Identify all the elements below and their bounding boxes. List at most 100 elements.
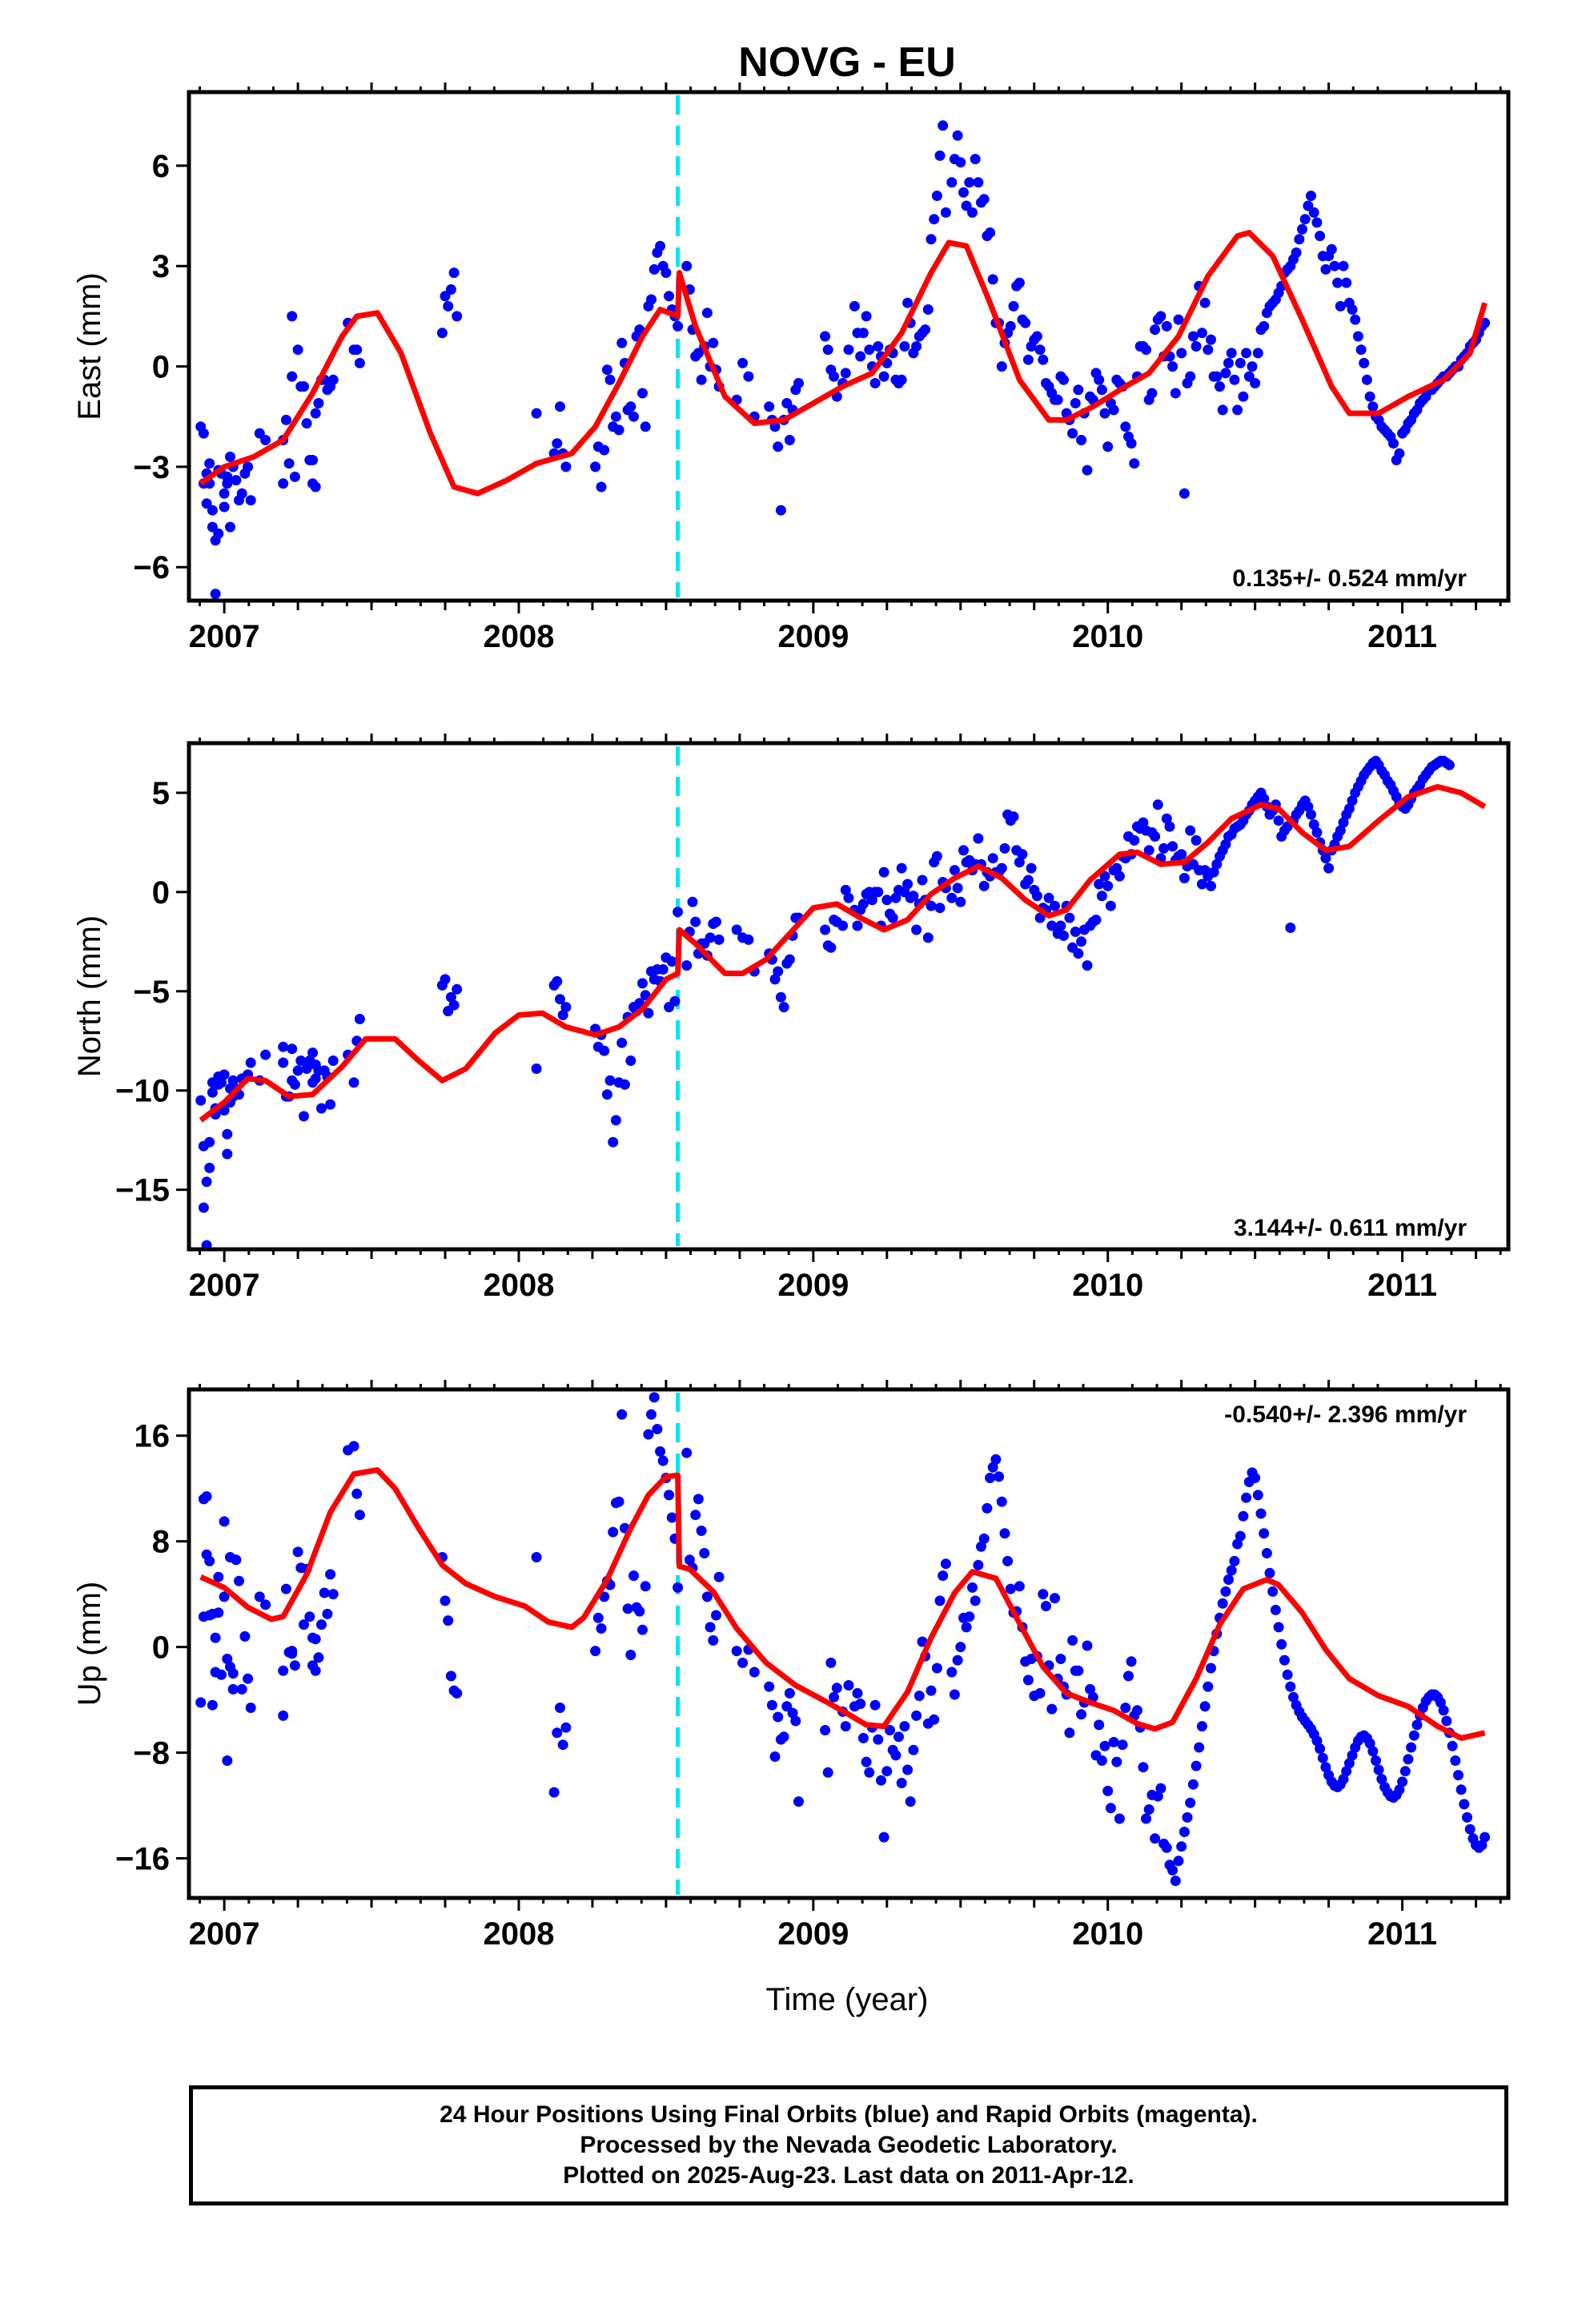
- north-point: [705, 932, 716, 943]
- east-point: [1291, 247, 1302, 258]
- north-frame: [187, 741, 1511, 1252]
- up-point: [1108, 1736, 1119, 1747]
- north-point: [1343, 803, 1355, 814]
- east-point: [1082, 464, 1093, 476]
- up-point: [548, 1787, 560, 1798]
- up-point: [1343, 1758, 1355, 1769]
- east-point: [1126, 438, 1137, 449]
- north-point: [852, 920, 863, 931]
- up-point: [613, 1496, 624, 1507]
- north-point: [840, 884, 851, 895]
- north-point: [219, 1069, 230, 1080]
- east-point: [1320, 263, 1331, 275]
- up-ytick-label: −8: [133, 1736, 170, 1771]
- north-point: [1306, 809, 1316, 820]
- east-point: [1034, 344, 1046, 356]
- up-point: [885, 1725, 895, 1735]
- up-point: [648, 1392, 660, 1403]
- north-point: [987, 853, 998, 864]
- up-point: [873, 1734, 884, 1745]
- east-point: [878, 371, 889, 382]
- up-point: [292, 1546, 303, 1558]
- up-point: [773, 1711, 784, 1723]
- up-point: [213, 1607, 224, 1618]
- east-point: [610, 411, 621, 422]
- east-point: [292, 344, 303, 356]
- north-point: [625, 1055, 636, 1066]
- north-ytick-label: −15: [115, 1173, 170, 1208]
- up-point: [952, 1655, 963, 1666]
- up-point: [852, 1687, 863, 1699]
- east-point: [1388, 438, 1399, 449]
- up-point: [1464, 1823, 1476, 1835]
- up-point: [964, 1611, 975, 1622]
- up-point: [934, 1595, 946, 1606]
- caption-line-1: 24 Hour Positions Using Final Orbits (bl…: [440, 2101, 1258, 2128]
- north-point: [316, 1103, 327, 1114]
- up-point: [278, 1665, 289, 1676]
- up-point: [1279, 1655, 1290, 1666]
- up-point: [994, 1471, 1005, 1482]
- up-ytick-label: 16: [135, 1419, 171, 1454]
- up-point: [1114, 1813, 1125, 1824]
- east-point: [1250, 378, 1261, 388]
- north-point: [1017, 849, 1028, 860]
- up-point: [902, 1764, 913, 1775]
- north-point: [1046, 920, 1058, 931]
- up-point: [1315, 1743, 1326, 1755]
- north-point: [201, 1240, 212, 1249]
- up-xtick-label: 2008: [484, 1916, 555, 1952]
- north-point: [1094, 879, 1105, 890]
- up-point: [1185, 1797, 1196, 1808]
- east-point: [1058, 374, 1069, 385]
- east-point: [1076, 435, 1087, 445]
- up-point: [881, 1766, 893, 1777]
- up-point: [931, 1663, 942, 1674]
- north-rate-label: 3.144+/- 0.611 mm/yr: [1234, 1215, 1467, 1241]
- up-point: [1155, 1783, 1166, 1794]
- north-point: [887, 912, 898, 923]
- up-point: [893, 1731, 904, 1743]
- up-point: [1250, 1473, 1261, 1483]
- up-point: [1255, 1508, 1267, 1519]
- north-point: [1138, 817, 1149, 828]
- up-point: [1064, 1727, 1075, 1739]
- up-point: [982, 1502, 993, 1514]
- up-point: [219, 1591, 230, 1602]
- east-point: [445, 284, 456, 295]
- north-point: [1073, 948, 1084, 959]
- up-point: [1203, 1681, 1214, 1692]
- east-point: [696, 374, 707, 385]
- east-point: [452, 311, 463, 322]
- north-point: [973, 833, 984, 844]
- north-point: [201, 1176, 212, 1188]
- up-point: [684, 1554, 695, 1566]
- north-point: [784, 954, 795, 965]
- east-point: [869, 378, 881, 388]
- north-point: [1206, 880, 1216, 891]
- east-point: [1294, 234, 1305, 245]
- east-point: [843, 344, 854, 356]
- up-point: [1046, 1703, 1058, 1715]
- east-point: [207, 521, 218, 533]
- north-point: [778, 1002, 789, 1013]
- north-point: [301, 1063, 312, 1074]
- up-point: [961, 1622, 972, 1633]
- up-point: [322, 1608, 333, 1619]
- north-point: [881, 895, 893, 906]
- up-point: [1264, 1567, 1275, 1578]
- east-point: [599, 444, 610, 456]
- east-point: [857, 328, 869, 339]
- east-point: [1235, 357, 1246, 368]
- north-model-line: [199, 784, 1487, 1123]
- up-point: [899, 1721, 910, 1732]
- east-point: [864, 344, 875, 356]
- east-point: [1108, 404, 1119, 416]
- north-point: [999, 842, 1010, 854]
- east-point: [1306, 191, 1316, 201]
- north-point: [743, 934, 754, 945]
- east-point: [640, 421, 651, 432]
- east-point: [289, 471, 300, 482]
- east-point: [1031, 331, 1042, 342]
- up-point: [1456, 1784, 1467, 1795]
